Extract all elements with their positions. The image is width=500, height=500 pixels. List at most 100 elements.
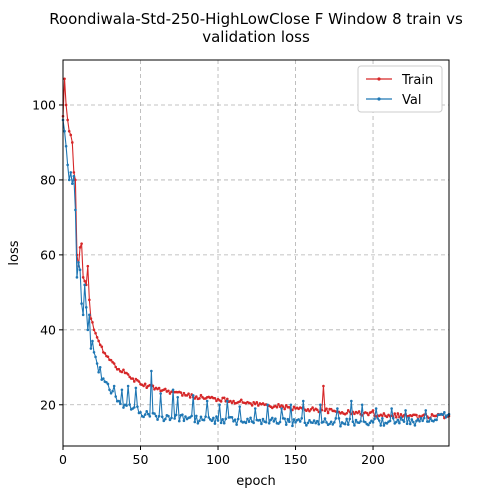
point-val-111 [233,418,237,421]
point-val-97 [212,416,215,420]
point-val-112 [235,423,238,426]
point-train-31 [109,358,113,362]
point-val-185 [348,417,352,421]
point-train-42 [126,373,130,376]
point-val-29 [106,382,110,386]
point-val-134 [269,418,273,422]
point-train-78 [182,391,186,395]
point-val-77 [181,413,184,416]
point-train-68 [167,389,170,393]
legend-train-label: Train [401,73,433,88]
point-val-68 [167,414,170,418]
point-val-155 [301,399,305,403]
point-train-22 [95,336,99,339]
y-tick-label-60: 60 [40,247,56,262]
point-val-12 [80,302,83,305]
point-val-219 [401,418,404,422]
point-val-91 [202,418,206,422]
point-train-104 [222,396,226,400]
point-val-60 [154,414,158,418]
point-train-169 [323,409,327,413]
point-train-139 [277,402,280,406]
point-val-184 [346,423,350,426]
point-val-70 [170,416,173,420]
point-val-128 [260,422,263,426]
point-val-133 [267,422,271,425]
point-val-4 [67,178,71,182]
point-train-27 [103,351,107,355]
point-val-22 [95,362,99,365]
point-train-80 [185,394,189,397]
point-val-213 [391,416,395,420]
point-val-43 [128,403,131,406]
point-val-156 [303,421,307,425]
point-val-121 [249,416,252,420]
point-val-15 [84,306,88,309]
point-val-69 [168,418,172,422]
point-val-143 [283,417,286,420]
point-val-165 [317,422,321,426]
point-val-105 [224,417,228,421]
point-train-218 [399,412,403,416]
point-val-199 [370,419,373,423]
point-train-122 [250,404,254,407]
point-val-54 [145,410,149,413]
point-train-121 [249,402,252,405]
point-train-207 [382,412,386,415]
point-val-187 [351,420,355,423]
point-train-14 [83,279,86,283]
legend-train-marker [377,77,381,81]
point-val-78 [182,419,186,423]
point-train-143 [283,407,286,411]
x-tick-label-50: 50 [133,452,149,467]
point-val-201 [373,417,376,421]
point-val-2 [64,144,68,148]
point-val-236 [427,420,431,423]
point-val-59 [153,412,156,415]
point-val-231 [419,416,423,420]
point-train-102 [219,400,223,403]
point-train-144 [284,404,288,407]
point-val-33 [112,384,116,388]
x-tick-label-150: 150 [284,452,308,467]
point-train-62 [157,386,161,390]
point-train-209 [385,415,389,419]
point-val-163 [314,421,317,425]
point-val-65 [162,419,166,423]
point-train-88 [198,397,201,400]
point-train-19 [91,321,94,324]
point-val-132 [266,403,269,407]
point-train-138 [275,405,279,409]
point-val-10 [77,261,80,264]
point-val-18 [89,347,93,350]
point-train-108 [229,399,232,403]
point-val-195 [363,420,367,424]
point-train-158 [306,408,310,411]
point-val-182 [343,422,347,426]
point-val-38 [120,388,124,392]
point-train-200 [371,409,375,412]
point-val-64 [160,415,164,419]
point-train-125 [255,401,259,404]
point-val-189 [354,418,358,422]
point-val-137 [274,417,277,421]
point-val-166 [319,403,322,407]
point-val-179 [339,424,342,428]
point-val-135 [270,416,274,420]
point-val-101 [218,403,221,407]
point-val-140 [278,420,282,424]
grid [62,60,449,446]
point-train-199 [370,410,373,414]
point-val-147 [289,403,293,407]
point-val-205 [379,424,383,427]
point-train-12 [80,242,83,245]
point-train-38 [120,370,124,374]
point-val-246 [443,410,446,414]
point-train-191 [357,410,361,413]
ticks: 0 50 100 150 200 20 40 60 80 100 [32,97,385,467]
y-axis-label: loss [7,240,22,265]
point-val-39 [122,406,125,409]
point-val-206 [381,417,384,420]
point-train-206 [381,414,384,418]
point-val-28 [105,380,108,384]
